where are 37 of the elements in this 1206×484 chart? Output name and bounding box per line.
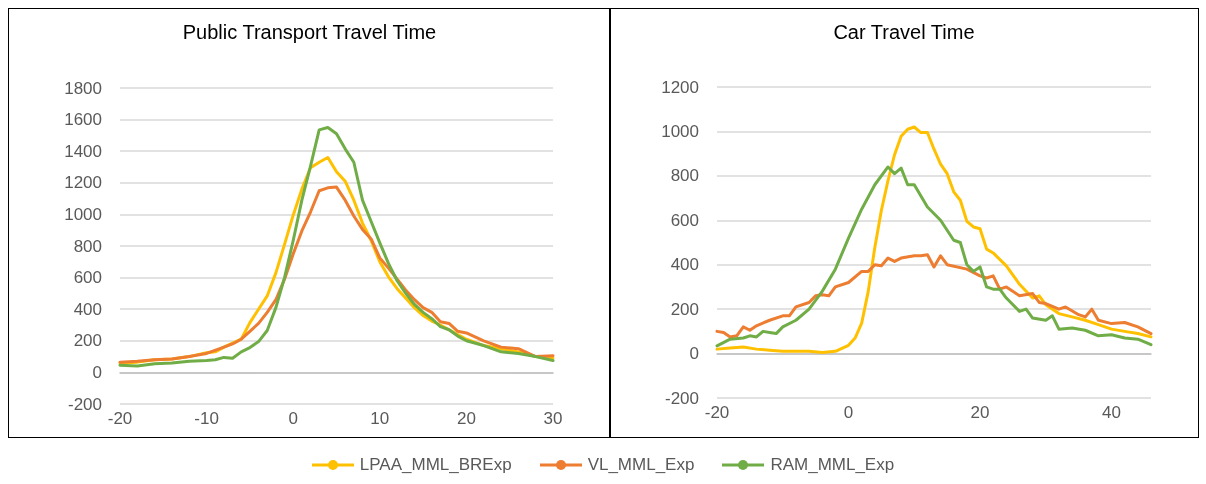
y-tick-label: -200 xyxy=(67,394,102,414)
y-tick-label: -200 xyxy=(664,388,699,408)
line-series xyxy=(715,125,1153,354)
line-series xyxy=(715,165,1153,348)
x-tick-label: -20 xyxy=(107,409,133,428)
x-tick-label: 10 xyxy=(370,409,390,428)
legend-label: VL_MML_Exp xyxy=(587,455,695,475)
x-tick-label: 30 xyxy=(543,409,563,428)
y-tick-label: 800 xyxy=(670,166,699,186)
y-tick-label: 1400 xyxy=(64,141,102,161)
chart-title: Car Travel Time xyxy=(833,21,975,43)
x-tick-label: -10 xyxy=(194,409,219,428)
y-tick-label: 200 xyxy=(670,299,699,319)
line-series xyxy=(715,253,1153,339)
y-tick-label: 1000 xyxy=(661,121,699,141)
y-tick-label: 1800 xyxy=(64,78,102,98)
legend-label: RAM_MML_Exp xyxy=(770,455,895,475)
y-tick-label: 1200 xyxy=(661,77,699,97)
y-tick-label: 600 xyxy=(670,210,699,230)
chart-title: Public Transport Travel Time xyxy=(182,21,437,43)
legend-label: LPAA_MML_BRExp xyxy=(359,455,512,475)
y-tick-label: 1600 xyxy=(64,110,102,130)
y-tick-label: 1200 xyxy=(64,173,102,193)
x-tick-label: 20 xyxy=(970,403,990,422)
y-tick-label: 200 xyxy=(73,331,102,351)
x-tick-label: 40 xyxy=(1102,403,1122,422)
x-tick-label: 0 xyxy=(843,403,854,422)
y-tick-label: 0 xyxy=(92,362,102,382)
x-tick-label: -20 xyxy=(704,403,730,422)
y-tick-label: 600 xyxy=(73,268,102,288)
y-tick-label: 400 xyxy=(73,299,102,319)
y-tick-label: 1000 xyxy=(64,204,102,224)
y-tick-label: 400 xyxy=(670,255,699,275)
x-tick-label: 20 xyxy=(456,409,476,428)
y-tick-label: 0 xyxy=(689,344,699,364)
y-tick-label: 800 xyxy=(73,236,102,256)
x-tick-label: 0 xyxy=(288,409,298,428)
